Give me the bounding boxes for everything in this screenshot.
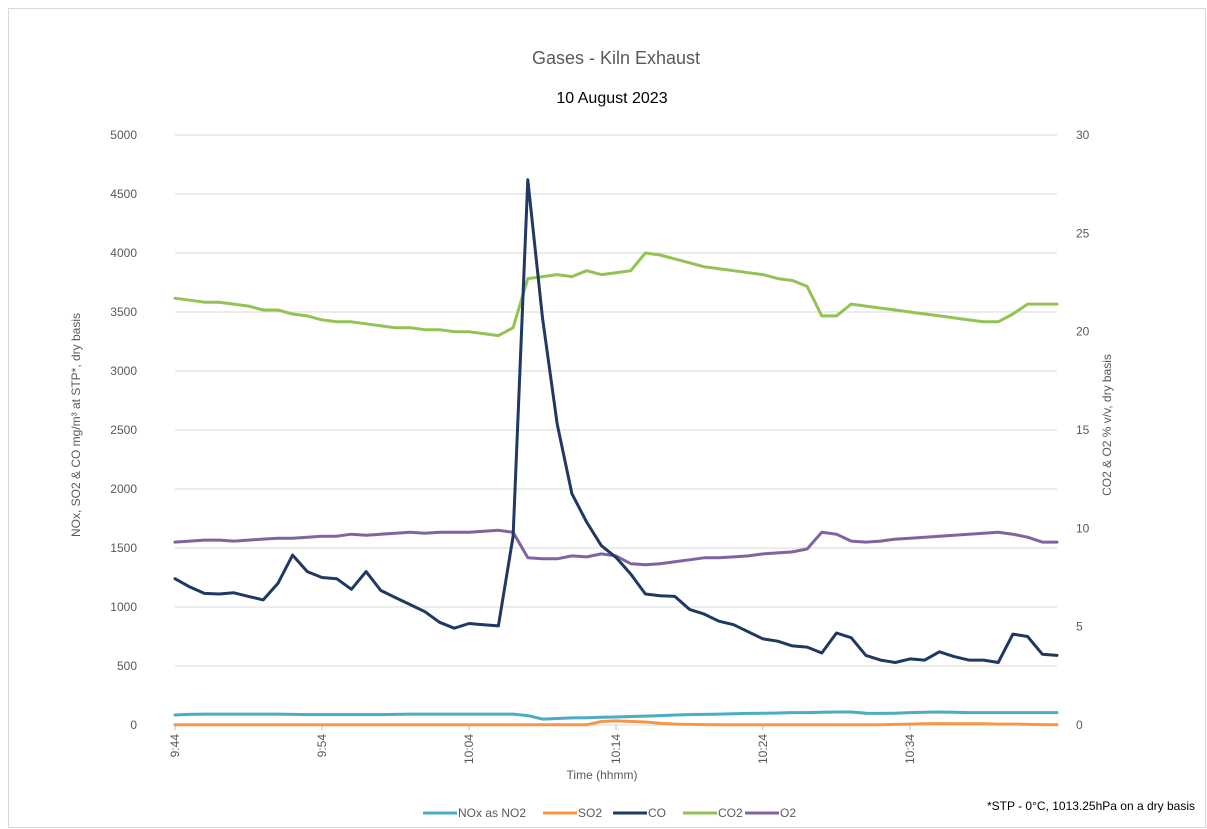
- y2-axis-title: CO2 & O2 % v/v, dry basis: [1100, 354, 1114, 496]
- y-tick-label: 500: [117, 659, 137, 673]
- chart-area: [8, 8, 1206, 828]
- y-tick-label: 2000: [110, 482, 137, 496]
- x-tick-label: 10:34: [903, 734, 917, 764]
- legend-label: SO2: [578, 806, 602, 820]
- series-line-co2: [173, 251, 1059, 338]
- x-tick-label: 10:04: [462, 734, 476, 764]
- footnote: *STP - 0°C, 1013.25hPa on a dry basis: [987, 799, 1195, 813]
- chart-title: Gases - Kiln Exhaust: [532, 48, 700, 68]
- y2-tick-label: 10: [1076, 521, 1090, 535]
- x-tick-label: 9:54: [315, 734, 329, 758]
- y2-tick-label: 30: [1076, 128, 1090, 142]
- legend-label: CO: [648, 806, 666, 820]
- y-tick-label: 3000: [110, 364, 137, 378]
- legend: NOx as NO2 SO2 CO CO2 O2: [423, 806, 796, 820]
- y-tick-label: 4000: [110, 246, 137, 260]
- y-tick-label: 4500: [110, 187, 137, 201]
- x-tick-label: 9:44: [168, 734, 182, 758]
- y-axis-title: NOx, SO2 & CO mg/m³ at STP*, dry basis: [69, 313, 83, 537]
- y-tick-label: 2500: [110, 423, 137, 437]
- series-line-co: [173, 178, 1059, 664]
- y-tick-label: 5000: [110, 128, 137, 142]
- series-lines: [173, 178, 1059, 727]
- chart-subtitle: 10 August 2023: [556, 90, 667, 107]
- y-tick-label: 1000: [110, 600, 137, 614]
- y2-tick-label: 15: [1076, 423, 1090, 437]
- y2-tick-label: 0: [1076, 718, 1083, 732]
- y-tick-label: 3500: [110, 305, 137, 319]
- y2-tick-label: 20: [1076, 325, 1090, 339]
- y2-tick-label: 25: [1076, 226, 1090, 240]
- series-line-nox-as-no2: [173, 710, 1059, 721]
- x-axis-title: Time (hhmm): [567, 768, 638, 782]
- legend-label: O2: [780, 806, 796, 820]
- y2-tick-label: 5: [1076, 620, 1083, 634]
- y-tick-label: 0: [130, 718, 137, 732]
- y-axis-ticks: 0 500 1000 1500 2000 2500 3000 3500 4000 4500 5000: [110, 128, 137, 732]
- legend-label: CO2: [718, 806, 743, 820]
- x-tick-label: 10:14: [609, 734, 623, 764]
- series-line-so2: [173, 719, 1059, 727]
- x-axis-ticks: 9:44 9:54 10:04 10:14 10:24 10:34: [168, 725, 917, 764]
- gridlines: [175, 134, 1057, 726]
- y-tick-label: 1500: [110, 541, 137, 555]
- x-tick-label: 10:24: [756, 734, 770, 764]
- y2-axis-ticks: 0 5 10 15 20 25 30: [1076, 128, 1090, 732]
- legend-label: NOx as NO2: [458, 806, 526, 820]
